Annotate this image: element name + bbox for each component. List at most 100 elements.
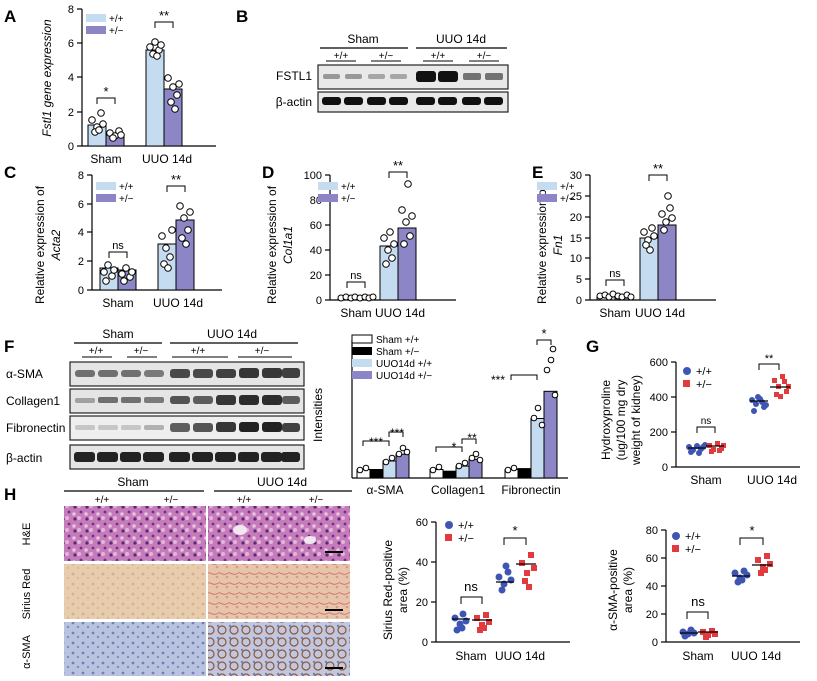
- panel-g-ylabel: weight of kidney): [629, 375, 643, 466]
- svg-text:60: 60: [416, 517, 428, 529]
- svg-text:400: 400: [650, 392, 668, 404]
- svg-text:40: 40: [646, 581, 658, 593]
- panel-c-ytick: 0: [78, 285, 84, 297]
- panel-e-ylabel: Relative expression of: [535, 185, 549, 304]
- panel-a-ytick: 4: [68, 72, 74, 84]
- panel-c-ytick: 8: [78, 170, 84, 182]
- lane-label: +/+: [334, 51, 349, 62]
- panel-h-header-sham: Sham: [117, 475, 148, 489]
- x-label: UUO 14d: [142, 152, 192, 166]
- panel-h-asma-ylabel: α-SMA-positive: [606, 549, 620, 631]
- legend-label: +/+: [119, 182, 134, 193]
- col-label: +/+: [95, 495, 110, 506]
- x-label: UUO 14d: [731, 649, 781, 663]
- legend-swatch: [86, 14, 106, 22]
- panel-a-ylabel: Fstl1 gene expression: [40, 19, 54, 137]
- panel-c-ytick: 4: [78, 227, 84, 239]
- svg-text:*: *: [749, 523, 754, 538]
- lane-label: +/−: [379, 51, 394, 62]
- svg-text:**: **: [653, 161, 663, 176]
- panel-letter-e: E: [532, 163, 543, 182]
- blot-row-label: β-actin: [6, 451, 42, 465]
- panel-h-sirius-chart: Sirius Red-positive area (%) 0 20 40 60 …: [381, 517, 570, 663]
- panel-f-blots: Sham UUO 14d +/+ +/− +/+ +/− α-SMA Colla…: [6, 327, 305, 470]
- blot-strip: [317, 91, 509, 113]
- x-label: Collagen1: [431, 483, 485, 497]
- legend-label: +/+: [560, 182, 575, 193]
- panel-letter-d: D: [262, 163, 274, 182]
- panel-c-ytick: 6: [78, 199, 84, 211]
- panel-b: Sham UUO 14d +/+ +/− +/+ +/− FSTL1 β-act…: [276, 32, 509, 113]
- svg-text:600: 600: [650, 357, 668, 369]
- panel-a-ytick: 6: [68, 38, 74, 50]
- x-label: Sham: [690, 473, 721, 487]
- panel-h-images: Sham UUO 14d +/+ +/− +/+ +/− H&E Sirius …: [21, 475, 352, 677]
- lane-label: +/+: [191, 346, 206, 357]
- row-label: α-SMA: [21, 634, 33, 669]
- panel-g-ylabel: Hydroxyproline: [599, 380, 613, 460]
- x-label: Sham: [682, 649, 713, 663]
- panel-a-dots: [88, 38, 183, 142]
- lane-label: +/−: [134, 346, 149, 357]
- x-label: Sham: [455, 649, 486, 663]
- svg-text:20: 20: [570, 212, 582, 224]
- blot-bands: [323, 71, 503, 82]
- svg-text:0: 0: [662, 462, 668, 474]
- panel-c-ylabel: Relative expression of: [33, 185, 47, 304]
- panel-a-ytick: 2: [68, 107, 74, 119]
- panel-h-asma-chart: α-SMA-positive area (%) 0 20 40 60 80 +/…: [606, 523, 800, 663]
- svg-text:200: 200: [650, 427, 668, 439]
- x-label: Sham: [90, 152, 121, 166]
- legend-label: +/−: [685, 544, 701, 556]
- panel-d-bar: [397, 227, 417, 301]
- blot-row-label: Collagen1: [6, 394, 60, 408]
- panel-h-asma-ylabel: area (%): [621, 567, 635, 613]
- panel-a-bracket: [96, 97, 116, 104]
- panel-letter-g: G: [586, 337, 599, 356]
- svg-text:ns: ns: [350, 270, 362, 282]
- legend-label: UUO14d +/−: [376, 371, 432, 382]
- svg-text:ns: ns: [691, 594, 705, 609]
- legend-label: +/−: [696, 379, 712, 391]
- svg-text:**: **: [467, 431, 477, 445]
- svg-text:60: 60: [310, 220, 322, 232]
- col-label: +/−: [309, 495, 324, 506]
- panel-c-ytick: 2: [78, 256, 84, 268]
- svg-text:***: ***: [390, 426, 404, 440]
- panel-a-sig: *: [103, 84, 108, 99]
- x-label: Sham: [599, 306, 630, 320]
- legend-label: +/−: [109, 26, 124, 37]
- panel-letter-a: A: [4, 7, 16, 26]
- panel-b-header-sham: Sham: [347, 32, 378, 46]
- svg-text:20: 20: [310, 270, 322, 282]
- svg-text:*: *: [452, 440, 457, 454]
- legend-label: +/+: [341, 182, 356, 193]
- panel-letter-c: C: [4, 163, 16, 182]
- panel-a-bracket: [154, 21, 174, 28]
- svg-text:60: 60: [646, 553, 658, 565]
- panel-e-ylabel: Fn1: [551, 235, 565, 256]
- panel-d-ylabel: Relative expression of: [265, 185, 279, 304]
- panel-c: Relative expression of Acta2 0 2 4 6 8 n…: [33, 170, 222, 310]
- x-label: UUO 14d: [375, 306, 425, 320]
- svg-text:100: 100: [304, 170, 322, 182]
- svg-text:20: 20: [646, 609, 658, 621]
- svg-text:**: **: [765, 353, 774, 365]
- svg-text:15: 15: [570, 233, 582, 245]
- svg-text:80: 80: [646, 525, 658, 537]
- panel-f-header-sham: Sham: [102, 327, 133, 341]
- panel-a-ytick: 8: [68, 4, 74, 16]
- panel-c-ylabel: Acta2: [49, 229, 63, 261]
- svg-text:**: **: [393, 158, 403, 173]
- svg-text:40: 40: [416, 557, 428, 569]
- x-label: UUO 14d: [635, 306, 685, 320]
- legend-swatch: [86, 26, 106, 34]
- panel-g-ylabel: (ug/100 mg dry: [614, 380, 628, 461]
- legend-label: +/+: [696, 366, 712, 378]
- blot-row-label: FSTL1: [276, 69, 312, 83]
- svg-text:10: 10: [570, 253, 582, 265]
- lane-label: +/+: [89, 346, 104, 357]
- panel-f-ylabel: Intensities: [311, 388, 325, 442]
- panel-a-ytick: 0: [68, 141, 74, 153]
